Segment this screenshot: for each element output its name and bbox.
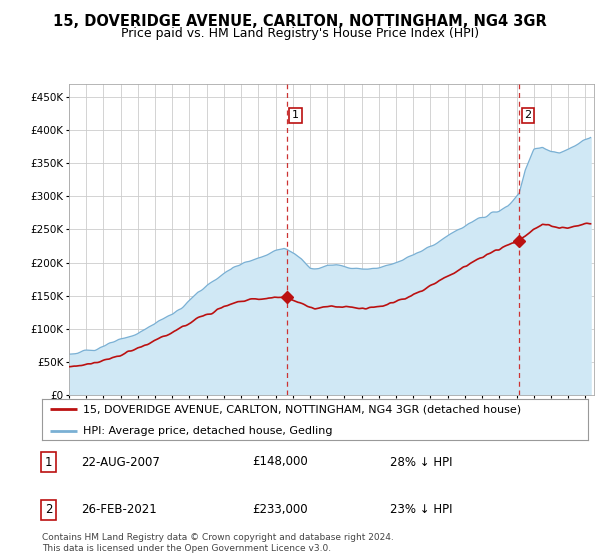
Text: 23% ↓ HPI: 23% ↓ HPI: [390, 503, 452, 516]
Text: Price paid vs. HM Land Registry's House Price Index (HPI): Price paid vs. HM Land Registry's House …: [121, 27, 479, 40]
Text: 15, DOVERIDGE AVENUE, CARLTON, NOTTINGHAM, NG4 3GR (detached house): 15, DOVERIDGE AVENUE, CARLTON, NOTTINGHA…: [83, 404, 521, 414]
Text: 22-AUG-2007: 22-AUG-2007: [81, 455, 160, 469]
Text: £233,000: £233,000: [252, 503, 308, 516]
Text: £148,000: £148,000: [252, 455, 308, 469]
Text: 2: 2: [524, 110, 532, 120]
Text: 26-FEB-2021: 26-FEB-2021: [81, 503, 157, 516]
Text: Contains HM Land Registry data © Crown copyright and database right 2024.
This d: Contains HM Land Registry data © Crown c…: [42, 533, 394, 553]
Text: 2: 2: [45, 503, 53, 516]
Text: 15, DOVERIDGE AVENUE, CARLTON, NOTTINGHAM, NG4 3GR: 15, DOVERIDGE AVENUE, CARLTON, NOTTINGHA…: [53, 14, 547, 29]
Text: HPI: Average price, detached house, Gedling: HPI: Average price, detached house, Gedl…: [83, 426, 332, 436]
Text: 1: 1: [292, 110, 299, 120]
Text: 28% ↓ HPI: 28% ↓ HPI: [390, 455, 452, 469]
Text: 1: 1: [45, 455, 53, 469]
